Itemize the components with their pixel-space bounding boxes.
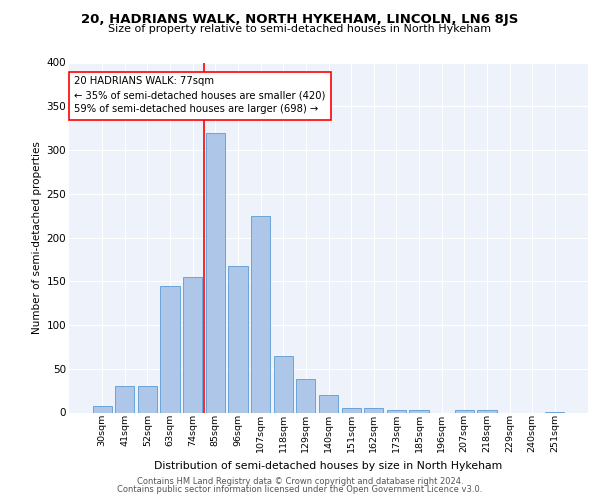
Bar [387, 410, 406, 412]
Bar [274, 356, 293, 412]
Y-axis label: Number of semi-detached properties: Number of semi-detached properties [32, 141, 43, 334]
Bar [296, 379, 316, 412]
Bar [477, 410, 497, 412]
Text: Contains public sector information licensed under the Open Government Licence v3: Contains public sector information licen… [118, 485, 482, 494]
Bar [92, 406, 112, 412]
Text: Contains HM Land Registry data © Crown copyright and database right 2024.: Contains HM Land Registry data © Crown c… [137, 477, 463, 486]
Bar [409, 410, 428, 412]
Bar [455, 410, 474, 412]
Bar [229, 266, 248, 412]
Text: Size of property relative to semi-detached houses in North Hykeham: Size of property relative to semi-detach… [109, 24, 491, 34]
Bar [251, 216, 270, 412]
Bar [341, 408, 361, 412]
Bar [115, 386, 134, 412]
Text: 20, HADRIANS WALK, NORTH HYKEHAM, LINCOLN, LN6 8JS: 20, HADRIANS WALK, NORTH HYKEHAM, LINCOL… [82, 12, 518, 26]
Bar [319, 395, 338, 412]
Bar [138, 386, 157, 412]
Bar [206, 132, 225, 412]
Text: 20 HADRIANS WALK: 77sqm
← 35% of semi-detached houses are smaller (420)
59% of s: 20 HADRIANS WALK: 77sqm ← 35% of semi-de… [74, 76, 326, 114]
Bar [160, 286, 180, 412]
X-axis label: Distribution of semi-detached houses by size in North Hykeham: Distribution of semi-detached houses by … [154, 460, 503, 470]
Bar [183, 277, 202, 412]
Bar [364, 408, 383, 412]
